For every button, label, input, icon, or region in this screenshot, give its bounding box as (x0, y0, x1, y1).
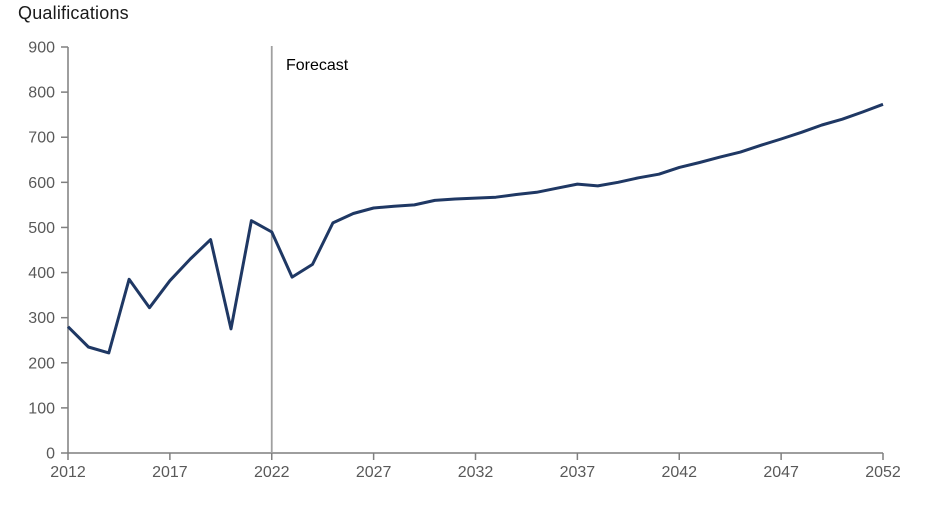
x-axis-tick-label: 2012 (50, 464, 86, 481)
qualifications-data-line (66, 102, 884, 355)
y-axis-tick-label: 900 (28, 40, 55, 57)
y-axis-tick-label: 200 (28, 355, 55, 372)
forecast-annotation-label: Forecast (286, 57, 349, 74)
x-axis-tick-label: 2052 (865, 464, 901, 481)
y-axis-tick-label: 400 (28, 265, 55, 282)
x-axis-tick-label: 2037 (560, 464, 596, 481)
y-axis-tick-label: 700 (28, 130, 55, 147)
x-axis-tick-label: 2022 (254, 464, 290, 481)
y-axis-tick-label: 600 (28, 175, 55, 192)
y-axis-tick-label: 800 (28, 85, 55, 102)
y-axis-tick-label: 0 (46, 446, 55, 463)
y-axis-tick-label: 500 (28, 220, 55, 237)
x-axis-tick-label: 2032 (458, 464, 494, 481)
x-axis-tick-label: 2017 (152, 464, 188, 481)
x-axis-tick-label: 2047 (763, 464, 799, 481)
x-axis-tick-label: 2042 (661, 464, 697, 481)
x-axis-tick-label: 2027 (356, 464, 392, 481)
chart-title: Qualifications (18, 3, 129, 23)
y-axis-tick-label: 300 (28, 310, 55, 327)
y-axis-tick-label: 100 (28, 400, 55, 417)
